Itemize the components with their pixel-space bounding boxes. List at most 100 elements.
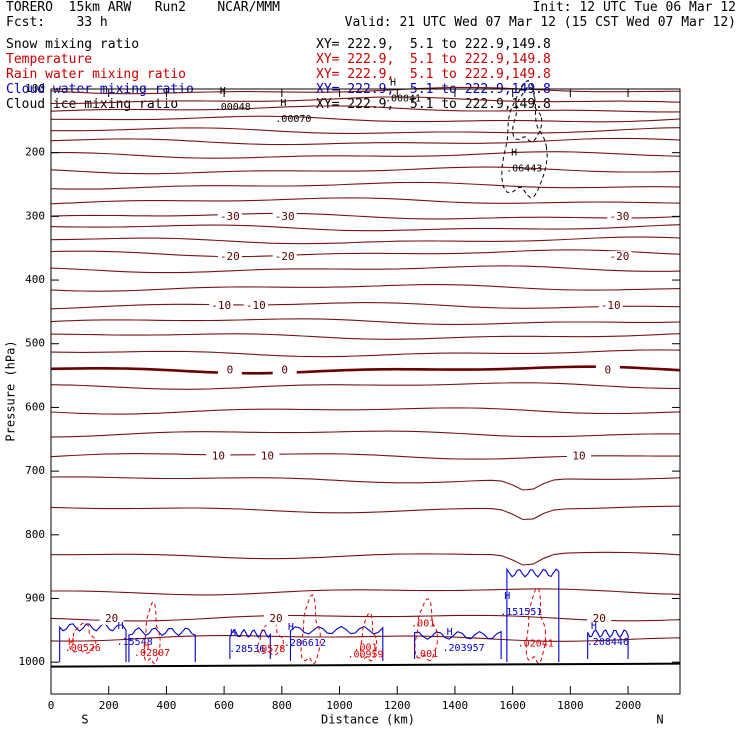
- isotherm-label-0-0: -30: [220, 210, 240, 223]
- x-tick-label-2: 400: [156, 699, 176, 712]
- isotherm-label-bg-1-1: [272, 251, 297, 264]
- isotherm-label-3-0: 0: [227, 363, 234, 376]
- header-init: Init: 12 UTC Tue 06 Mar 12: [532, 0, 737, 15]
- snow-max-label-2: .00041: [385, 94, 421, 105]
- x-end-label-left: S: [81, 713, 88, 727]
- isotherm-line-18: [50, 333, 681, 340]
- rain-high-marker-0: H: [68, 637, 74, 648]
- header-model: TORERO 15km ARW Run2 NCAR/MMM: [6, 0, 280, 15]
- rain-high-marker-1: H: [143, 641, 149, 652]
- snow-high-marker-2: H: [390, 78, 396, 89]
- isotherm-label-5-2: 20: [593, 612, 606, 625]
- cloud-water-label-5: .208446: [587, 637, 629, 648]
- y-tick-label-5: 600: [25, 400, 45, 413]
- x-axis-label: Distance (km): [321, 713, 415, 727]
- cloud-high-marker-4: H: [504, 591, 510, 602]
- x-tick-label-7: 1400: [442, 699, 469, 712]
- cloud-high-marker-0: H: [118, 621, 124, 632]
- isotherm-line-17: [50, 318, 681, 325]
- rain-contour-1: [143, 601, 161, 665]
- isotherm-line-30: [50, 635, 681, 642]
- isotherm-line-14: [50, 265, 681, 274]
- isotherm-label-bg-3-0: [217, 364, 242, 377]
- isotherm-line-4: [51, 127, 681, 134]
- snow-max-label-1: .00070: [275, 114, 311, 125]
- snow-contours-layer: [501, 79, 548, 199]
- rain-contours-layer: [69, 586, 547, 665]
- isotherm-line-26: [50, 505, 681, 521]
- legend-rain-xy: XY= 222.9, 5.1 to 222.9,149.8: [316, 67, 551, 82]
- isotherm-label-4-0: 10: [212, 449, 225, 462]
- cloud-high-marker-2: H: [288, 622, 294, 633]
- snow-max-label-3: .06443: [506, 164, 542, 175]
- isotherm-line-5: [50, 137, 681, 146]
- isotherm-label-bg-2-1: [243, 300, 268, 313]
- isotherm-label-2-0: -10: [211, 299, 231, 312]
- plot-frame: [50, 88, 681, 695]
- isotherm-line-12: [50, 236, 681, 245]
- isotherm-label-bg-5-0: [99, 612, 124, 625]
- terrain-line: [50, 662, 681, 668]
- isotherm-line-10: [50, 212, 681, 220]
- isotherm-line-2: [50, 105, 680, 113]
- isotherm-label-5-1: 20: [269, 612, 282, 625]
- isotherm-line-8: [50, 181, 681, 190]
- isotherm-label-bg-5-2: [587, 612, 612, 625]
- snow-high-marker-1: H: [280, 98, 286, 109]
- isotherm-line-23: [51, 430, 680, 438]
- isotherm-label-bg-3-2: [595, 364, 620, 377]
- snow-high-marker-0: H: [220, 86, 226, 97]
- cloud-high-marker-5: H: [591, 621, 597, 632]
- isotherm-label-2-1: -10: [246, 299, 266, 312]
- isotherm-line-3: [51, 115, 681, 123]
- legend-rain-label: Rain water mixing ratio: [6, 67, 187, 82]
- rain-label-5: .001: [411, 618, 435, 629]
- cloud-water-contour-2: [229, 628, 271, 659]
- isotherm-label-1-2: -20: [609, 250, 629, 263]
- isotherm-label-bg-1-2: [607, 251, 632, 264]
- rain-contour-3: [300, 594, 322, 665]
- legend-temp-label: Temperature: [6, 52, 93, 67]
- cloud-water-layer: [59, 567, 629, 663]
- cloud-water-contour-4: [414, 630, 502, 659]
- isotherm-label-bg-4-0: [206, 450, 231, 463]
- cloud-water-label-2: .286612: [284, 638, 326, 649]
- isotherm-label-3-1: 0: [281, 363, 288, 376]
- isotherm-label-bg-4-1: [255, 450, 280, 463]
- isotherm-line-1: [51, 96, 681, 105]
- legend-snow-label: Snow mixing ratio: [6, 37, 140, 52]
- isotherm-label-bg-5-1: [264, 612, 289, 625]
- x-end-label-right: N: [656, 713, 663, 727]
- rain-contour-6: [525, 586, 547, 664]
- isotherm-label-bg-3-1: [272, 364, 297, 377]
- snow-high-marker-3: H: [511, 148, 517, 159]
- cloud-water-contour-6: [587, 628, 629, 659]
- y-tick-label-2: 300: [25, 209, 45, 222]
- isotherm-line-11: [50, 224, 681, 232]
- snow-contour-inner: [512, 86, 543, 143]
- isotherm-line-27: [51, 551, 681, 566]
- cloud-water-contour-0: [59, 622, 127, 663]
- y-tick-label-7: 800: [25, 528, 45, 541]
- x-tick-label-6: 1200: [384, 699, 411, 712]
- isotherm-line-9: [50, 197, 681, 205]
- cloud-water-label-3: .203957: [443, 643, 485, 654]
- rain-contour-0: [69, 622, 97, 654]
- isotherm-line-0: [50, 86, 680, 95]
- rain-label-1: .02807: [134, 648, 170, 659]
- x-tick-label-5: 1000: [326, 699, 353, 712]
- x-tick-label-1: 200: [99, 699, 119, 712]
- y-tick-label-4: 500: [25, 337, 45, 350]
- cloud-water-contour-3: [289, 625, 384, 661]
- isotherm-label-bg-0-0: [217, 211, 242, 224]
- isotherm-label-4-2: 10: [572, 449, 585, 462]
- isotherm-label-1-1: -20: [275, 250, 295, 263]
- cloud-high-marker-1: H: [230, 628, 236, 639]
- y-tick-label-6: 700: [25, 464, 45, 477]
- isotherm-line-6: [51, 151, 681, 159]
- cloud-water-contour-1: [128, 627, 196, 663]
- y-tick-label-8: 900: [25, 591, 45, 604]
- isotherm-label-bg-0-1: [272, 211, 297, 224]
